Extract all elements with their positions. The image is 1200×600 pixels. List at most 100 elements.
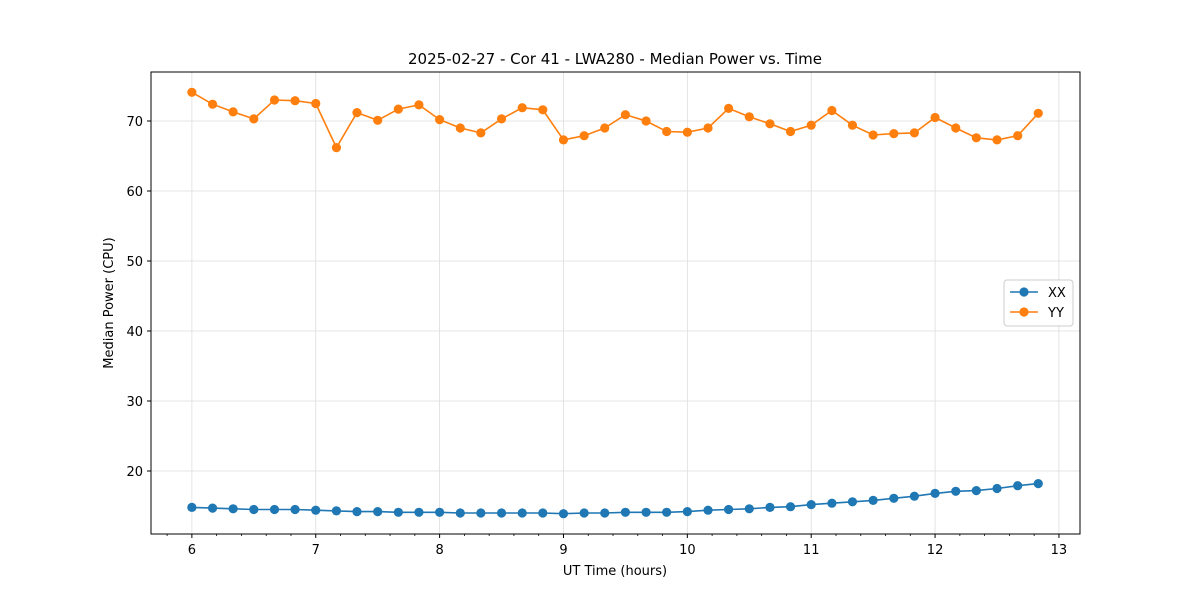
data-point-yy xyxy=(662,126,672,137)
y-tick-label: 20 xyxy=(126,465,143,480)
data-point-yy xyxy=(641,116,651,126)
data-point-xx xyxy=(744,504,754,514)
data-point-xx xyxy=(847,497,858,507)
legend-label-xx: XX xyxy=(1048,286,1066,301)
x-tick-label: 6 xyxy=(188,543,196,558)
data-point-yy xyxy=(847,120,858,130)
legend: XX YY xyxy=(1003,279,1074,327)
y-tick-label: 30 xyxy=(126,395,143,410)
data-point-xx xyxy=(538,508,548,518)
data-point-xx xyxy=(662,507,672,517)
data-point-xx xyxy=(992,483,1002,494)
axis-ticks: 6 7 8 9 10 11 12 13 20 30 40 50 60 70 xyxy=(126,115,1067,558)
data-point-xx xyxy=(703,505,713,515)
data-point-yy xyxy=(455,123,465,133)
data-point-yy xyxy=(579,131,589,141)
data-point-yy xyxy=(971,133,981,143)
data-point-yy xyxy=(909,128,919,138)
data-point-xx xyxy=(827,498,837,508)
data-point-xx xyxy=(641,507,651,517)
data-point-yy xyxy=(785,126,796,137)
data-point-yy xyxy=(765,119,775,129)
data-point-xx xyxy=(517,508,527,518)
data-point-xx xyxy=(682,507,692,517)
plot-series xyxy=(187,87,1043,519)
data-point-yy xyxy=(744,112,754,122)
data-point-xx xyxy=(930,488,940,498)
data-point-yy xyxy=(207,99,218,109)
data-point-yy xyxy=(269,95,280,105)
data-point-xx xyxy=(373,507,383,517)
chart-title: 2025-02-27 - Cor 41 - LWA280 - Median Po… xyxy=(408,50,822,68)
data-point-yy xyxy=(868,130,878,140)
data-point-yy xyxy=(435,115,445,125)
data-point-yy xyxy=(723,103,734,113)
data-point-xx xyxy=(311,505,321,515)
data-point-yy xyxy=(517,103,527,113)
x-tick-label: 11 xyxy=(803,543,820,558)
data-point-xx xyxy=(269,504,280,515)
data-point-yy xyxy=(414,100,424,110)
data-point-xx xyxy=(558,509,569,519)
data-point-yy xyxy=(373,115,383,125)
y-axis-label: Median Power (CPU) xyxy=(102,237,117,368)
legend-marker-yy xyxy=(1019,307,1029,317)
data-point-xx xyxy=(496,508,507,518)
data-point-xx xyxy=(331,506,342,516)
data-point-xx xyxy=(909,491,919,501)
y-tick-label: 70 xyxy=(126,115,143,130)
data-point-yy xyxy=(187,87,197,97)
legend-label-yy: YY xyxy=(1047,306,1064,321)
data-point-xx xyxy=(228,504,238,514)
data-point-xx xyxy=(1033,479,1043,489)
data-point-xx xyxy=(579,508,589,518)
data-point-yy xyxy=(703,123,713,133)
data-point-yy xyxy=(889,129,899,139)
data-point-xx xyxy=(806,500,816,510)
x-axis-label: UT Time (hours) xyxy=(563,564,667,579)
data-point-yy xyxy=(992,135,1002,145)
data-point-yy xyxy=(290,96,300,106)
data-point-xx xyxy=(600,508,610,518)
data-point-xx xyxy=(435,507,445,517)
data-point-yy xyxy=(538,105,548,115)
data-point-yy xyxy=(1013,131,1023,141)
data-point-xx xyxy=(290,504,300,515)
data-point-xx xyxy=(723,504,734,515)
data-point-xx xyxy=(352,507,362,517)
data-point-yy xyxy=(352,108,362,118)
data-point-xx xyxy=(393,507,403,517)
data-point-xx xyxy=(476,508,486,518)
y-tick-label: 40 xyxy=(126,325,143,340)
plot-area-frame xyxy=(150,71,1081,535)
y-tick-label: 60 xyxy=(126,185,143,200)
data-point-xx xyxy=(207,503,218,513)
x-tick-label: 10 xyxy=(679,543,696,558)
x-tick-label: 8 xyxy=(435,543,443,558)
data-point-xx xyxy=(889,493,899,503)
x-tick-label: 12 xyxy=(927,543,944,558)
data-point-yy xyxy=(476,128,486,138)
data-point-xx xyxy=(785,502,796,512)
legend-marker-xx xyxy=(1019,287,1029,297)
data-point-xx xyxy=(414,507,424,517)
data-point-yy xyxy=(620,110,631,120)
data-point-yy xyxy=(558,135,569,145)
data-point-xx xyxy=(765,502,775,512)
data-point-yy xyxy=(249,114,259,124)
x-tick-label: 7 xyxy=(312,543,320,558)
data-point-xx xyxy=(455,508,465,518)
data-point-xx xyxy=(1013,481,1023,491)
x-tick-label: 9 xyxy=(559,543,567,558)
data-point-yy xyxy=(331,143,342,153)
data-point-yy xyxy=(827,105,837,116)
data-point-yy xyxy=(496,114,507,124)
data-point-yy xyxy=(951,123,961,133)
data-point-yy xyxy=(393,104,403,114)
data-point-xx xyxy=(249,504,259,515)
x-tick-label: 13 xyxy=(1051,543,1068,558)
y-tick-label: 50 xyxy=(126,255,143,270)
data-point-xx xyxy=(187,502,197,512)
data-point-xx xyxy=(951,486,961,496)
